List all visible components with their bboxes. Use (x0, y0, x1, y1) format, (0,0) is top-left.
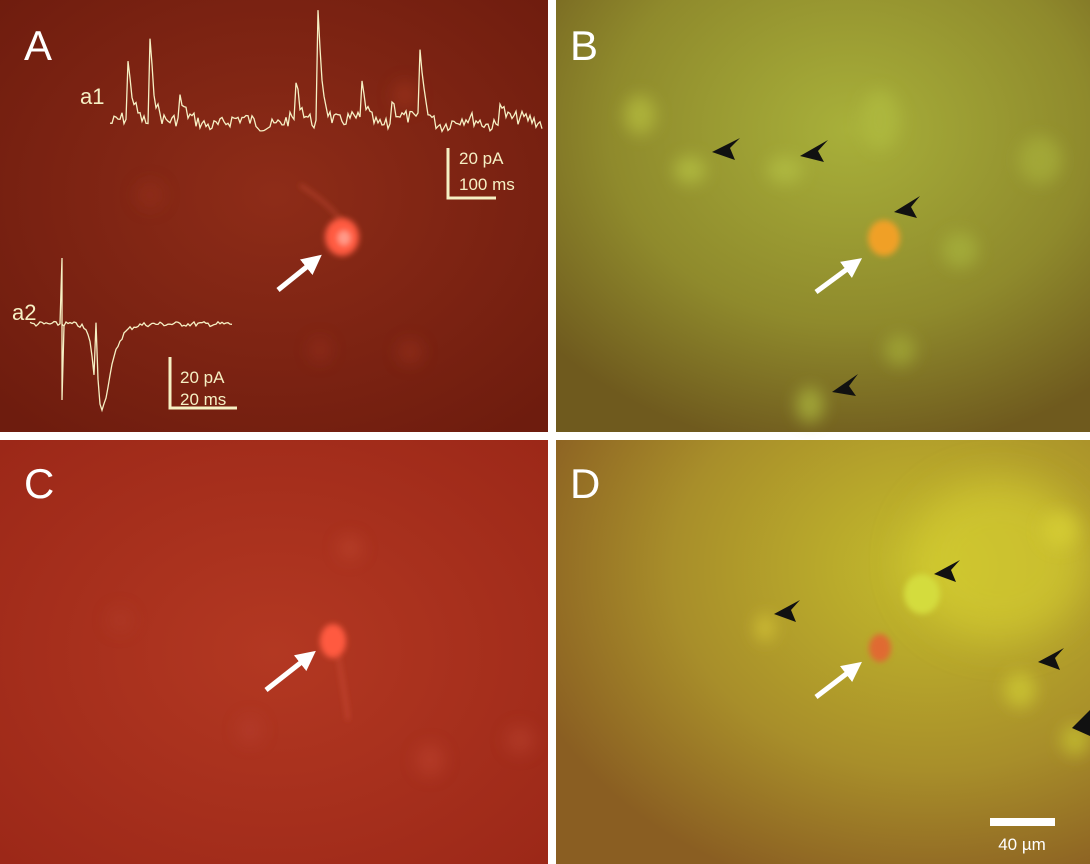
trace-label: a2 (12, 300, 36, 325)
panel-background (556, 0, 1090, 432)
panel-c: C (0, 440, 548, 864)
panel-b: B (556, 0, 1090, 432)
cell (869, 634, 891, 662)
arrowheads (712, 138, 920, 396)
panel-label: B (570, 22, 598, 69)
scale-bar (446, 148, 496, 200)
panel-d: 40 µm D (556, 440, 1090, 864)
scale-label: 40 µm (998, 835, 1046, 854)
scale-label: 100 ms (459, 175, 515, 194)
trace (29, 257, 233, 413)
cells (108, 536, 534, 776)
panel-label: D (570, 460, 600, 507)
panel-label: C (24, 460, 54, 507)
cell (868, 220, 900, 256)
cell (320, 624, 346, 658)
panel-a: A a1 a2 20 pA 100 ms 20 pA 20 ms (0, 0, 548, 432)
cells (624, 90, 1062, 423)
glow (910, 480, 1090, 640)
trace (109, 10, 543, 133)
cell (904, 574, 940, 614)
scale-bar (990, 818, 1055, 826)
cells (755, 512, 1089, 756)
arrow (814, 258, 863, 295)
panel-background (0, 0, 548, 432)
scale-label: 20 pA (459, 149, 504, 168)
arrow (276, 254, 322, 292)
panel-label: A (24, 22, 52, 69)
scale-label: 20 ms (180, 390, 226, 409)
arrow (814, 661, 862, 699)
scale-bar (168, 357, 237, 410)
scale-label: 20 pA (180, 368, 225, 387)
panel-background (0, 440, 548, 864)
trace-label: a1 (80, 84, 104, 109)
arrow (264, 650, 316, 692)
arrowheads (774, 560, 1090, 736)
cells (136, 81, 422, 364)
